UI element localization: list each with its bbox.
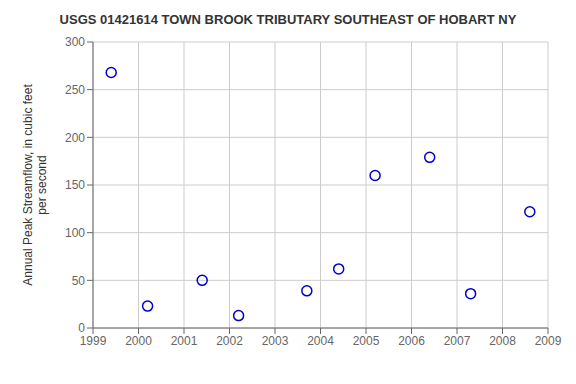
svg-text:100: 100	[65, 226, 85, 240]
svg-text:2008: 2008	[489, 334, 516, 348]
svg-text:2006: 2006	[398, 334, 425, 348]
svg-text:50: 50	[72, 274, 86, 288]
svg-text:2000: 2000	[125, 334, 152, 348]
svg-text:2004: 2004	[307, 334, 334, 348]
svg-text:150: 150	[65, 178, 85, 192]
svg-text:2002: 2002	[216, 334, 243, 348]
svg-text:300: 300	[65, 35, 85, 49]
svg-text:2001: 2001	[171, 334, 198, 348]
svg-text:250: 250	[65, 83, 85, 97]
svg-text:2005: 2005	[353, 334, 380, 348]
svg-text:2007: 2007	[444, 334, 471, 348]
svg-text:2003: 2003	[262, 334, 289, 348]
svg-text:1999: 1999	[80, 334, 107, 348]
svg-text:2009: 2009	[535, 334, 562, 348]
html-text:USGS 01421614 TOWN BROOK TRIBU: USGS 01421614 TOWN BROOK TRIBUTARY SOUTH…	[59, 12, 517, 27]
svg-text:200: 200	[65, 131, 85, 145]
svg-text:0: 0	[78, 321, 85, 335]
svg-text:Annual Peak Streamflow, in cub: Annual Peak Streamflow, in cubic feetper…	[21, 84, 49, 286]
